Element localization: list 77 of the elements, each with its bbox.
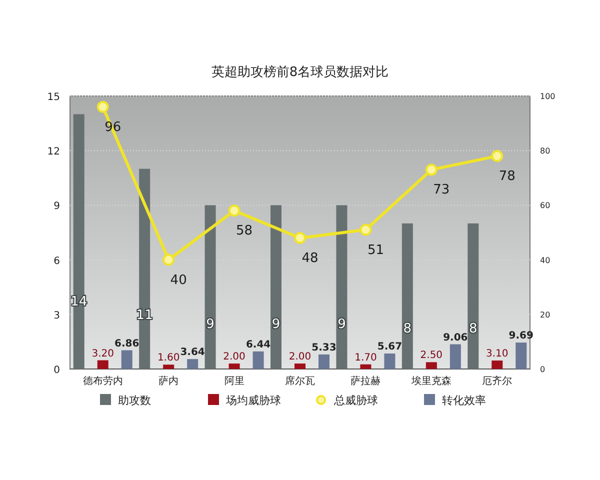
data-label: 6.86	[114, 338, 140, 350]
y2-tick-label: 100	[540, 92, 556, 101]
legend-label: 场均威胁球	[225, 394, 281, 407]
legend-label: 助攻数	[118, 394, 151, 407]
x-tick-label: 萨内	[158, 375, 179, 387]
bar	[139, 168, 150, 369]
legend-label: 总威胁球	[333, 394, 378, 407]
data-label: 40	[170, 272, 187, 288]
bar	[384, 354, 396, 369]
point	[96, 100, 109, 113]
x-tick-label: 埃里克森	[410, 375, 452, 387]
point	[491, 150, 504, 162]
point	[162, 254, 175, 266]
data-label: 1.60	[157, 352, 180, 364]
data-label: 2.50	[420, 350, 443, 362]
bar	[163, 364, 174, 369]
y-tick-label: 9	[54, 201, 60, 212]
bar	[97, 360, 108, 369]
data-label: 9	[338, 317, 346, 332]
data-label: 3.20	[92, 348, 114, 360]
data-label: 58	[236, 224, 253, 239]
data-label: 5.67	[377, 342, 402, 353]
bar	[402, 223, 413, 369]
x-tick-label: 阿里	[224, 376, 244, 387]
point	[425, 164, 438, 176]
bar	[294, 364, 306, 369]
y2-tick-label: 20	[540, 310, 550, 320]
bar	[318, 354, 330, 369]
bar	[187, 359, 198, 369]
data-label: 8	[403, 322, 412, 337]
bar	[270, 205, 282, 369]
bar	[468, 223, 479, 369]
data-label: 9	[206, 317, 214, 332]
legend-label: 转化效率	[442, 394, 486, 407]
y-tick-label: 6	[54, 256, 60, 267]
bar	[73, 114, 84, 369]
data-label: 9.69	[508, 330, 534, 342]
y-tick-label: 15	[47, 92, 60, 103]
data-label: 9	[272, 317, 280, 332]
bar	[204, 205, 216, 369]
data-label: 1.70	[354, 352, 377, 364]
x-tick-label: 德布劳内	[82, 375, 123, 387]
bar	[426, 362, 437, 369]
y2-tick-label: 40	[540, 256, 550, 265]
y2-tick-label: 80	[540, 146, 550, 156]
bar	[492, 360, 503, 369]
y-tick-label: 0	[54, 365, 60, 376]
x-tick-label: 席尔瓦	[285, 375, 315, 387]
data-label: 78	[498, 169, 516, 184]
bar	[252, 351, 264, 369]
bar	[336, 205, 348, 369]
data-label: 73	[433, 182, 450, 198]
data-label: 2.00	[288, 352, 312, 363]
bar	[516, 342, 527, 369]
data-label: 51	[367, 242, 384, 258]
data-label: 6.44	[246, 339, 271, 350]
bar	[450, 344, 461, 369]
bar	[360, 364, 372, 369]
data-label: 2.00	[223, 352, 246, 363]
data-label: 3.10	[486, 348, 508, 360]
data-label: 9.06	[443, 332, 468, 344]
data-label: 3.64	[180, 347, 205, 358]
y2-tick-label: 0	[540, 365, 546, 374]
y-tick-label: 12	[47, 146, 60, 158]
data-label: 5.33	[312, 342, 336, 354]
y2-tick-label: 60	[540, 201, 550, 210]
point	[360, 224, 372, 236]
point	[294, 232, 306, 244]
chart-title: 英超助攻榜前8名球员数据对比	[211, 65, 389, 80]
bar	[121, 350, 132, 369]
point	[228, 204, 240, 217]
bar	[228, 364, 240, 369]
x-tick-label: 厄齐尔	[482, 375, 512, 387]
y-tick-label: 3	[54, 310, 60, 322]
x-tick-label: 萨拉赫	[350, 375, 381, 387]
data-label: 8	[469, 322, 478, 337]
data-label: 48	[302, 250, 318, 266]
